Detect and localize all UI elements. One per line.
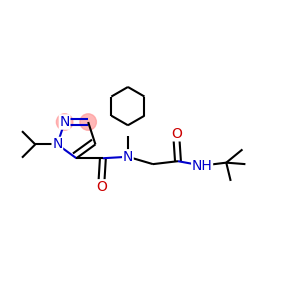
Text: NH: NH [192,159,212,172]
Text: N: N [123,150,133,164]
Text: O: O [171,127,182,141]
Text: O: O [96,180,107,194]
Circle shape [80,114,96,130]
Circle shape [56,114,73,130]
Text: N: N [59,115,70,129]
Text: N: N [52,137,62,152]
